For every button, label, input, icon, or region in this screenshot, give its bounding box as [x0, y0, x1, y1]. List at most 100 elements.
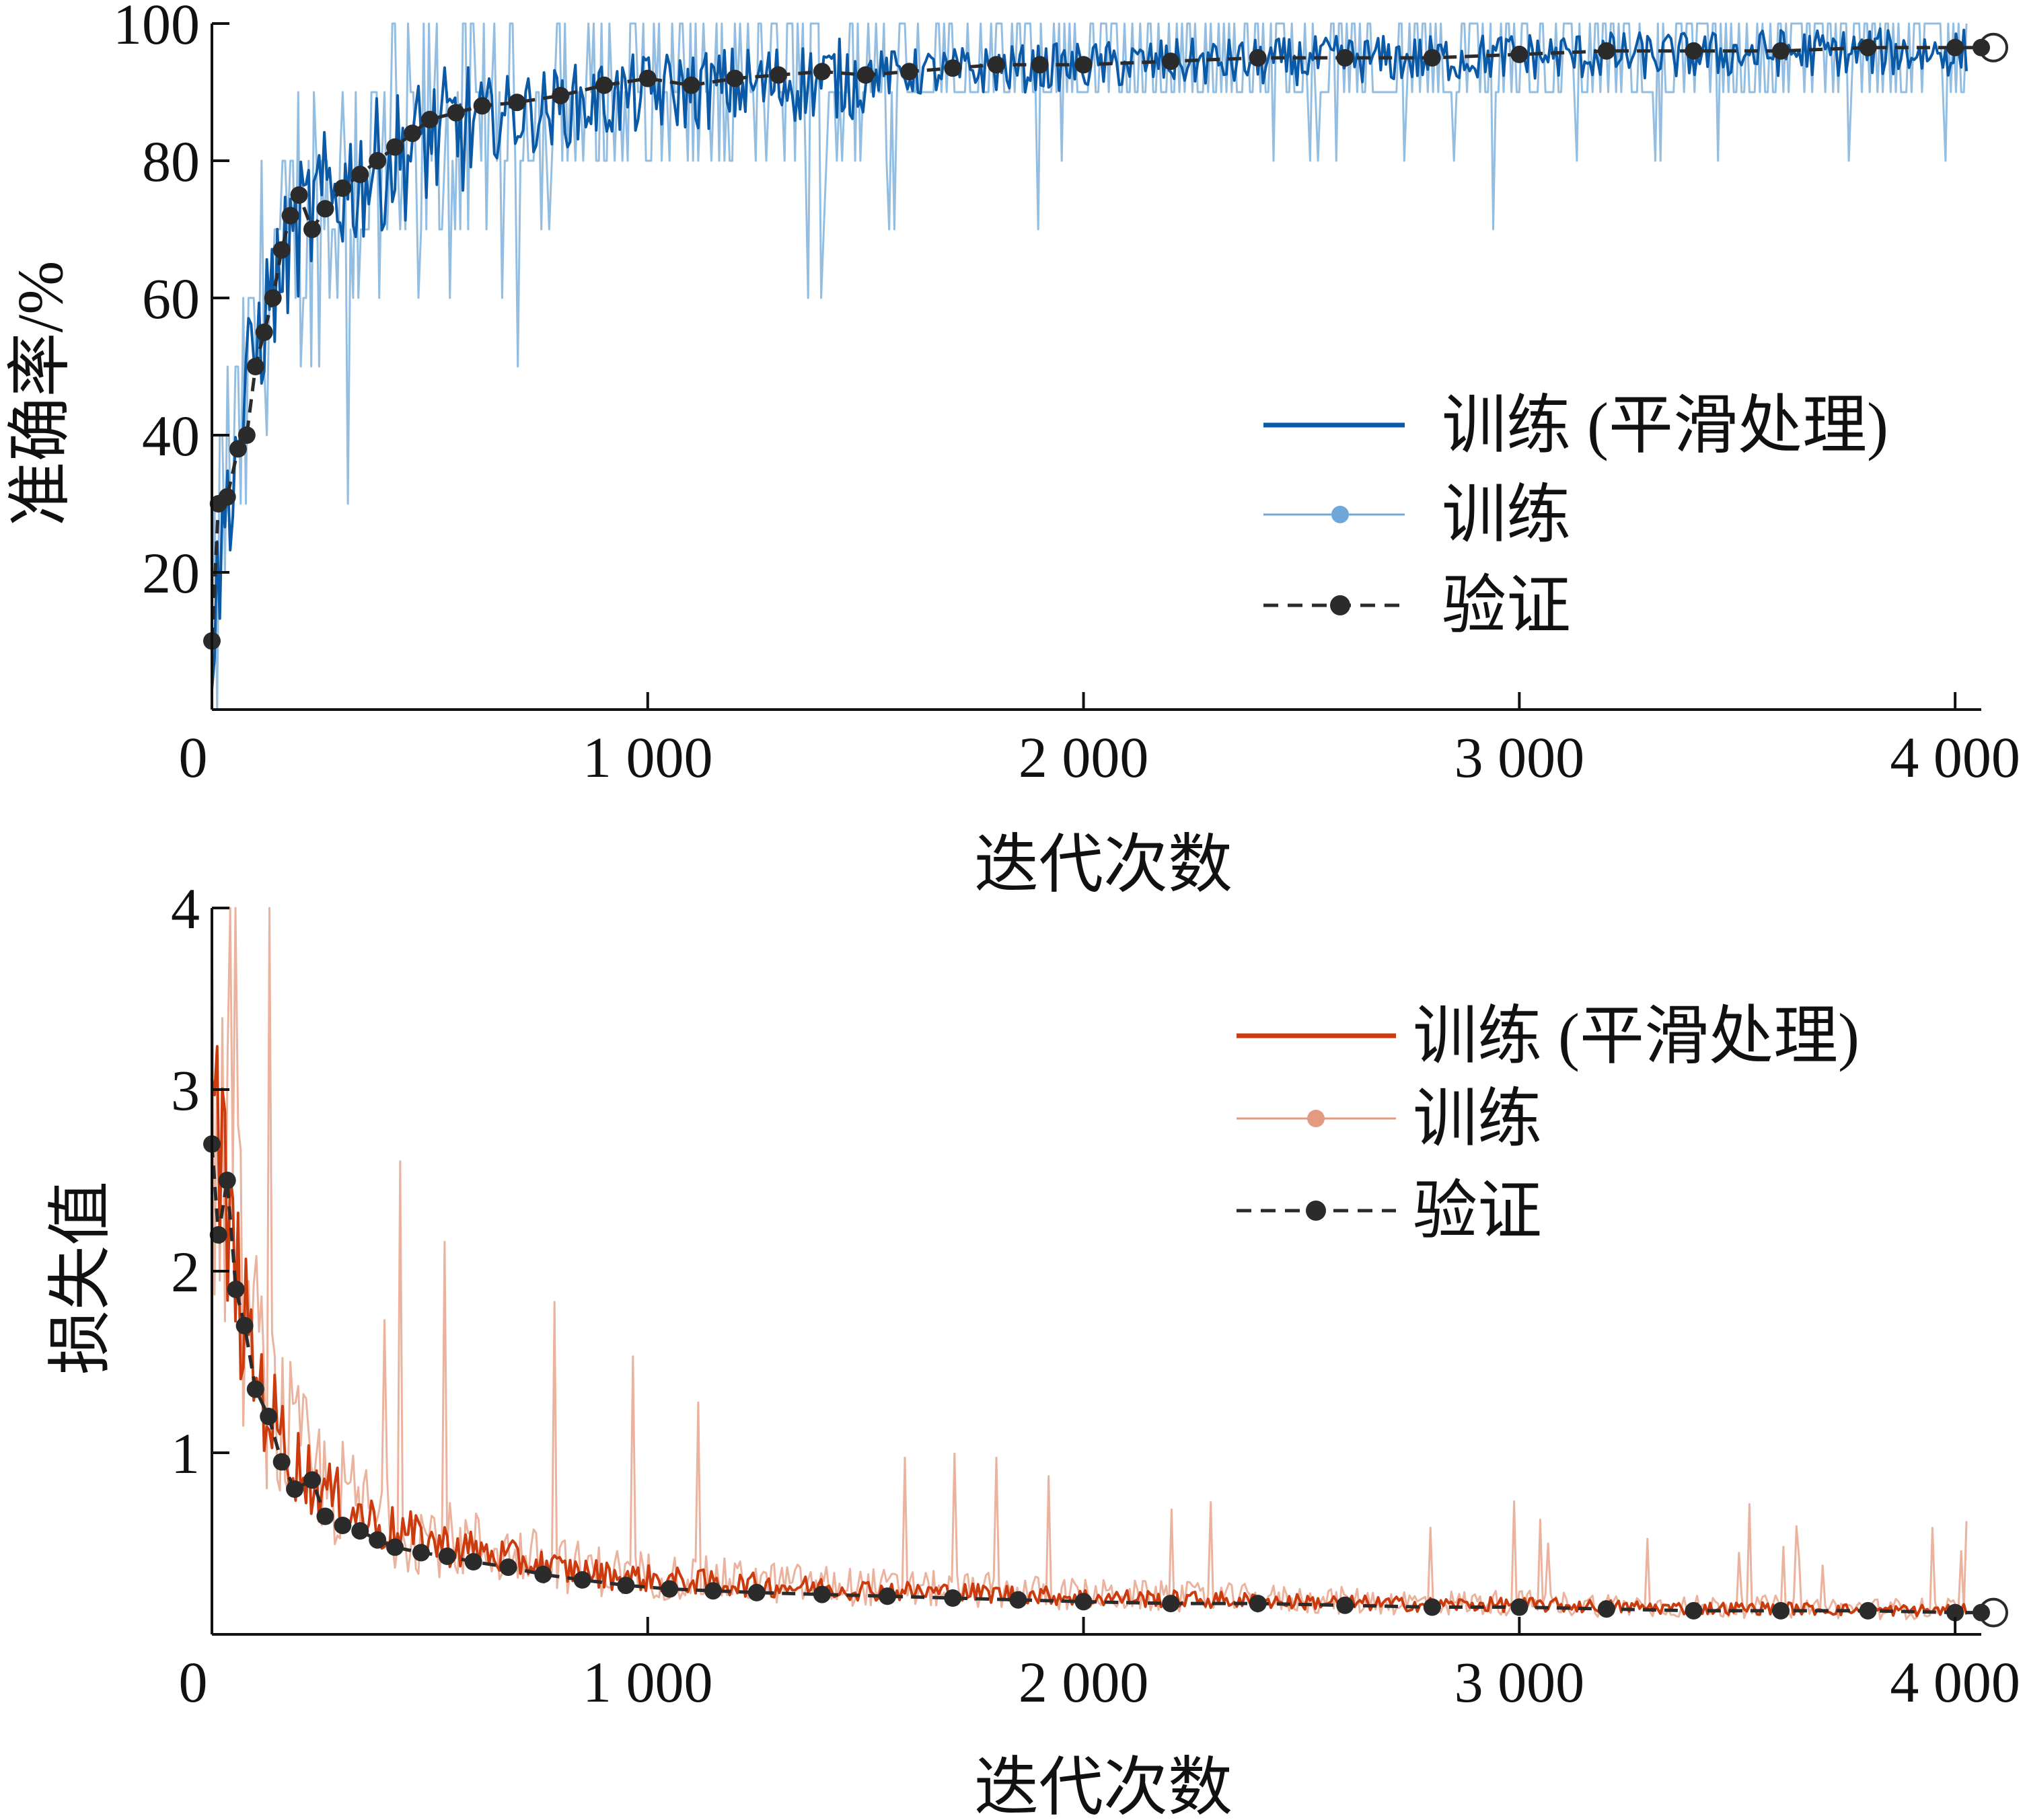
validation-point: [747, 1583, 766, 1601]
validation-final-marker: [1979, 1597, 2008, 1628]
validation-point: [386, 138, 404, 156]
legend-label-train-raw: 训练: [1413, 1083, 1542, 1155]
validation-point: [438, 1547, 456, 1565]
legend-marker-train-raw: [1307, 1110, 1325, 1127]
loss-y-axis-title: 损失值: [44, 1181, 116, 1375]
validation-point: [264, 289, 282, 307]
loss-validation-series: [203, 1135, 2008, 1628]
validation-point: [351, 1522, 369, 1540]
validation-point: [303, 221, 321, 238]
validation-line: [210, 1143, 1981, 1615]
validation-point: [595, 76, 614, 94]
validation-point: [988, 56, 1006, 74]
loss-chart: 1 2 3 4 0 1 000 2 000 3 000 4 000 损失值 迭代次数 训练 (平…: [44, 876, 2020, 1820]
validation-point: [617, 1577, 635, 1595]
validation-point: [229, 440, 247, 458]
x-tick-label: 3 000: [1455, 1650, 1585, 1714]
legend-label-train-raw: 训练: [1442, 479, 1571, 551]
validation-point: [351, 165, 369, 184]
legend-marker-validation: [1330, 595, 1350, 615]
accuracy-train-smooth-series: [211, 27, 1968, 690]
validation-point: [334, 179, 352, 197]
validation-point: [682, 76, 700, 94]
y-tick-label: 80: [142, 129, 200, 194]
validation-point: [1946, 38, 1964, 56]
validation-point: [1685, 1601, 1703, 1620]
legend-marker-train-raw: [1331, 506, 1349, 523]
validation-point: [552, 87, 570, 105]
validation-point: [334, 1517, 352, 1534]
validation-point: [1772, 42, 1790, 60]
validation-point: [369, 1531, 387, 1549]
validation-point: [856, 66, 875, 84]
validation-point: [290, 186, 308, 204]
validation-point: [246, 1380, 264, 1398]
legend-label-train-smooth: 训练 (平滑处理): [1442, 389, 1888, 461]
x-tick-label: 2 000: [1019, 1650, 1149, 1714]
validation-point: [316, 200, 334, 218]
validation-point: [638, 69, 657, 87]
validation-point: [1249, 49, 1267, 67]
validation-point: [1162, 52, 1180, 71]
x-tick-label: 4 000: [1890, 725, 2020, 790]
y-tick-label: 100: [113, 0, 200, 56]
legend-label-validation: 验证: [1442, 570, 1571, 642]
validation-point: [1772, 1601, 1790, 1620]
accuracy-train-raw-series: [211, 22, 1968, 711]
x-tick-label: 1 000: [583, 725, 713, 790]
validation-point: [661, 1580, 679, 1598]
validation-point: [386, 1538, 404, 1556]
validation-point: [1423, 49, 1441, 67]
y-tick-label: 2: [171, 1240, 200, 1304]
accuracy-x-axis-title: 迭代次数: [974, 829, 1232, 901]
validation-point: [1946, 1603, 1964, 1622]
y-tick-label: 60: [142, 266, 200, 331]
validation-point: [237, 426, 256, 444]
loss-axes: 1 2 3 4 0 1 000 2 000 3 000 4 000: [171, 876, 2020, 1714]
y-tick-label: 20: [142, 541, 200, 605]
x-tick-label: 2 000: [1019, 725, 1149, 790]
train-smooth-line: [211, 27, 1968, 690]
validation-point: [1162, 1595, 1180, 1613]
validation-point: [218, 488, 236, 506]
validation-point: [499, 1558, 517, 1577]
validation-point: [260, 1408, 278, 1425]
validation-point: [316, 1507, 334, 1525]
validation-point: [944, 1589, 962, 1607]
validation-line: [210, 46, 1981, 642]
validation-point: [1249, 1595, 1267, 1613]
validation-point: [1859, 1601, 1877, 1620]
validation-point: [369, 152, 387, 169]
validation-point: [255, 324, 273, 341]
validation-point: [281, 206, 299, 225]
validation-point: [272, 241, 291, 259]
validation-point: [813, 63, 831, 81]
validation-point: [1074, 1593, 1093, 1611]
legend-label-train-smooth: 训练 (平滑处理): [1413, 1000, 1860, 1072]
validation-point: [534, 1565, 552, 1583]
validation-point: [403, 124, 421, 143]
validation-point: [1510, 1598, 1529, 1616]
loss-legend: 训练 (平滑处理) 训练 验证: [1237, 1000, 1860, 1247]
validation-point: [473, 97, 491, 115]
validation-point: [1031, 56, 1049, 74]
y-tick-label: 3: [171, 1058, 200, 1123]
validation-point: [1336, 1596, 1354, 1614]
accuracy-validation-series: [203, 32, 2008, 650]
validation-point: [770, 66, 788, 84]
loss-x-axis-title: 迭代次数: [974, 1751, 1232, 1820]
validation-point: [879, 1587, 897, 1605]
validation-point: [1009, 1591, 1027, 1609]
legend-marker-validation: [1306, 1201, 1326, 1221]
validation-point: [246, 358, 264, 375]
validation-point: [1859, 38, 1877, 56]
validation-point: [303, 1471, 321, 1489]
y-tick-label: 4: [171, 876, 200, 941]
validation-point: [900, 63, 918, 81]
validation-point: [464, 1553, 482, 1570]
y-tick-label: 1: [171, 1421, 200, 1486]
validation-point: [1510, 45, 1529, 63]
validation-point: [1685, 42, 1703, 60]
accuracy-chart: 20 40 60 80 100 0 1 000 2 000 3 000 4 000 准确率/% 迭…: [4, 0, 2020, 901]
